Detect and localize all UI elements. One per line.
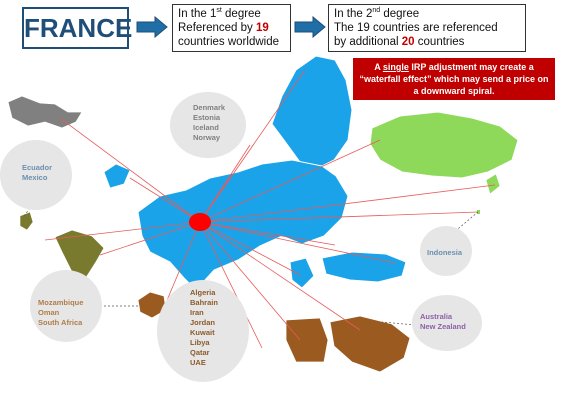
second-degree-line1: In the 2nd degree bbox=[334, 7, 420, 20]
list-item: Norway bbox=[193, 133, 221, 142]
scandinavia-shape bbox=[271, 55, 353, 169]
list-item: Kuwait bbox=[190, 328, 215, 337]
oceania-bubble bbox=[412, 295, 482, 351]
turkey-shape bbox=[321, 251, 407, 283]
africa-bubble bbox=[30, 270, 102, 342]
canada-shape bbox=[7, 95, 83, 129]
list-item: Denmark bbox=[193, 103, 226, 112]
libya-shape bbox=[285, 317, 329, 363]
latam-list: Ecuador Mexico bbox=[22, 163, 52, 183]
first-degree-count: 19 bbox=[256, 22, 269, 34]
reference-lines bbox=[44, 69, 496, 349]
latam-shape bbox=[19, 211, 34, 231]
france-title-box: FRANCE bbox=[22, 7, 133, 49]
list-item: Mexico bbox=[22, 173, 48, 182]
list-item: UAE bbox=[190, 358, 206, 367]
japan-shape bbox=[485, 173, 501, 195]
list-item: New Zealand bbox=[420, 322, 466, 331]
second-degree-box: In the 2nd degree The 19 countries are r… bbox=[328, 4, 526, 52]
greece-shape bbox=[289, 257, 315, 289]
country-title: FRANCE bbox=[24, 13, 133, 43]
russia-shape bbox=[369, 111, 519, 179]
list-item: Iceland bbox=[193, 123, 219, 132]
list-item: Australia bbox=[420, 312, 453, 321]
list-item: Algeria bbox=[190, 288, 216, 297]
list-item: Indonesia bbox=[427, 248, 463, 257]
list-item: South Africa bbox=[38, 318, 83, 327]
waterfall-alert: A single IRP adjustment may create a “wa… bbox=[353, 58, 555, 100]
nordic-bubble bbox=[170, 92, 246, 158]
list-item: Bahrain bbox=[190, 298, 218, 307]
africa-list: Mozambique Oman South Africa bbox=[38, 298, 83, 328]
first-degree-box: In the 1st degree Referenced by 19 count… bbox=[172, 4, 291, 52]
list-item: Estonia bbox=[193, 113, 221, 122]
list-item: Qatar bbox=[190, 348, 210, 357]
list-item: Ecuador bbox=[22, 163, 53, 172]
mena-list: Algeria Bahrain Iran Jordan Kuwait Libya… bbox=[190, 288, 218, 368]
right-arrow-icon bbox=[294, 16, 326, 38]
indonesia-shape bbox=[477, 210, 480, 214]
second-degree-line3: by additional 20 countries bbox=[334, 36, 465, 48]
second-degree-line2: The 19 countries are referenced bbox=[334, 22, 498, 34]
mena-bubble bbox=[157, 280, 249, 382]
latam-bubble bbox=[0, 140, 72, 210]
first-degree-line3: countries worldwide bbox=[178, 36, 279, 48]
right-arrow-icon bbox=[136, 16, 168, 38]
list-item: Jordan bbox=[190, 318, 216, 327]
greenland-shape bbox=[103, 163, 131, 189]
france-origin bbox=[189, 213, 211, 231]
first-degree-line2: Referenced by 19 bbox=[178, 22, 269, 34]
list-item: Iran bbox=[190, 308, 204, 317]
indonesia-list: Indonesia bbox=[427, 248, 462, 258]
europe-shape bbox=[137, 159, 349, 291]
alert-emphasis: single bbox=[382, 62, 409, 72]
brazil-shape bbox=[54, 229, 105, 285]
oceania-list: Australia New Zealand bbox=[420, 312, 466, 332]
list-item: Libya bbox=[190, 338, 210, 347]
middle-east-shape bbox=[329, 315, 411, 373]
nordic-list: Denmark Estonia Iceland Norway bbox=[193, 103, 225, 143]
indonesia-bubble bbox=[420, 226, 472, 276]
first-degree-line1: In the 1st degree bbox=[178, 7, 261, 20]
list-item: Oman bbox=[38, 308, 60, 317]
list-item: Mozambique bbox=[38, 298, 84, 307]
second-degree-count: 20 bbox=[401, 36, 415, 48]
